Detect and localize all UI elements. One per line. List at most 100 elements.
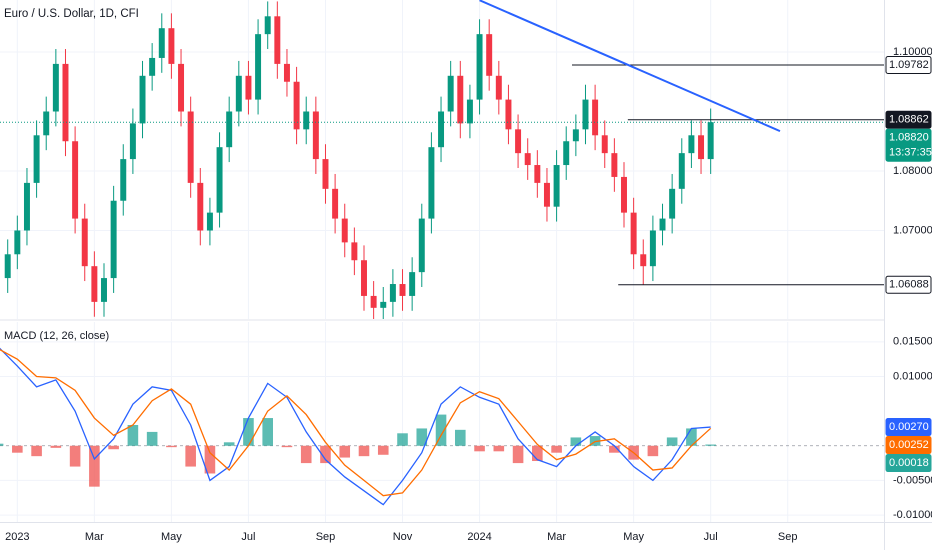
- price-label: 13:37:35: [889, 147, 932, 159]
- candle-body: [524, 153, 531, 166]
- y-tick-label: 1.10000: [893, 46, 932, 58]
- candle-body: [101, 278, 107, 302]
- candle-body: [52, 63, 59, 112]
- histogram-bar: [589, 436, 601, 446]
- x-tick-label: Mar: [85, 531, 104, 543]
- candle-body: [466, 99, 473, 124]
- candle-body: [110, 200, 117, 279]
- histogram-bar: [69, 445, 81, 467]
- histogram-bar: [358, 445, 370, 457]
- candle-body: [274, 16, 281, 64]
- candle-body: [630, 212, 637, 255]
- axes: 2023 Mar May Jul Sep Nov 2024 Mar May Jul Sep 1.070…: [5, 46, 932, 543]
- candle-body: [688, 135, 695, 154]
- candle-body: [187, 111, 194, 183]
- candle-body: [563, 141, 570, 166]
- price-label: 1.06088: [889, 279, 929, 291]
- candle-body: [23, 182, 30, 231]
- histogram-bar: [0, 443, 4, 446]
- price-label-box: [885, 55, 932, 74]
- candle-body: [235, 75, 242, 112]
- price-pane: [0, 0, 884, 319]
- price-label-box: [885, 275, 932, 294]
- price-label: 0.00252: [889, 439, 929, 451]
- x-tick-label: Mar: [547, 531, 566, 543]
- histogram-bar: [493, 445, 505, 452]
- candle-body: [303, 111, 310, 130]
- price-label: 1.08820: [889, 132, 929, 144]
- histogram-bar: [512, 445, 524, 464]
- x-tick-label: Jul: [241, 531, 255, 543]
- candle-body: [43, 111, 50, 136]
- candle-body: [255, 34, 262, 100]
- candle-body: [245, 75, 252, 100]
- candle-body: [264, 16, 271, 35]
- candle-body: [332, 188, 339, 219]
- candle-body: [447, 75, 454, 112]
- candle-body: [698, 135, 705, 160]
- candle-body: [216, 147, 223, 213]
- candle-body: [438, 111, 445, 148]
- price-label-box: [885, 128, 932, 162]
- candle-body: [33, 135, 40, 183]
- candle-body: [351, 242, 358, 261]
- histogram-bar: [185, 445, 196, 467]
- price-label: 0.00270: [889, 421, 929, 433]
- x-tick-label: May: [161, 531, 182, 543]
- histogram-bar: [89, 445, 100, 487]
- grid: [0, 0, 884, 522]
- histogram-bar: [31, 445, 42, 457]
- histogram-bar: [281, 445, 293, 448]
- candle-body: [158, 28, 165, 58]
- macd-line: [0, 347, 711, 506]
- histogram-bar: [127, 424, 139, 446]
- histogram-bar: [686, 428, 697, 446]
- candle-body: [678, 153, 685, 189]
- candle-body: [428, 147, 435, 219]
- candle-body: [389, 284, 396, 302]
- y-tick-label: 0.01500: [893, 336, 932, 348]
- histogram-bar: [609, 445, 620, 453]
- candle-body: [543, 182, 550, 207]
- candle-body: [572, 129, 579, 142]
- candle-body: [409, 272, 416, 296]
- x-tick-label: Sep: [316, 531, 336, 543]
- candle-body: [505, 99, 512, 130]
- x-tick-label: Sep: [778, 531, 798, 543]
- candle-body: [322, 159, 329, 189]
- histogram-bar: [435, 414, 447, 446]
- histogram-bar: [377, 445, 389, 455]
- histogram-bar: [300, 445, 312, 464]
- candle-body: [312, 111, 319, 160]
- x-tick-label: 2024: [467, 531, 491, 543]
- x-tick-label: 2023: [5, 531, 29, 543]
- histogram-bar: [204, 445, 216, 474]
- x-tick-label: Nov: [393, 531, 413, 543]
- histogram-bar: [474, 445, 485, 452]
- histogram-bar: [551, 445, 562, 453]
- candle-body: [659, 218, 666, 231]
- candle-body: [592, 99, 599, 136]
- candle-body: [495, 75, 502, 100]
- price-label: 0.00018: [889, 457, 929, 469]
- histogram-bar: [532, 445, 543, 462]
- y-tick-label: -0.01000: [893, 509, 932, 521]
- histogram-bar: [339, 445, 351, 458]
- histogram-bar: [570, 437, 582, 446]
- candle-body: [14, 230, 21, 255]
- y-tick-label: 0.01000: [893, 370, 932, 382]
- y-tick-label: 1.08000: [893, 165, 932, 177]
- histogram-bar: [50, 445, 62, 448]
- candle-body: [283, 63, 290, 82]
- histogram-bar: [397, 433, 408, 446]
- price-label: 1.08862: [889, 114, 929, 126]
- candle-body: [640, 254, 647, 267]
- candle-body: [649, 230, 656, 267]
- candle-body: [178, 63, 185, 112]
- histogram-bar: [320, 445, 331, 464]
- candle-body: [341, 218, 348, 243]
- histogram-bar: [166, 445, 177, 448]
- histogram-bar: [666, 437, 678, 446]
